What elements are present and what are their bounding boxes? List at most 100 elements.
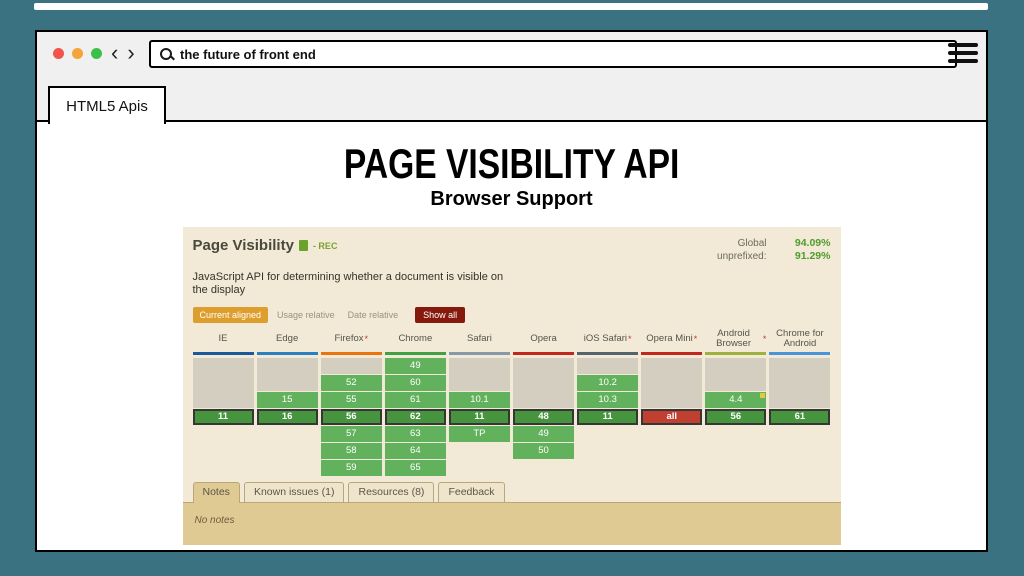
nav-arrows: ‹ ›	[111, 38, 135, 68]
browser-column: Opera Mini * all	[641, 328, 703, 476]
tab-feedback[interactable]: Feedback	[438, 482, 505, 503]
browser-column: Chrome for Android 61	[769, 328, 831, 476]
global-value: 94.09%	[794, 237, 831, 250]
browser-name-label: Safari	[467, 333, 492, 345]
browser-name-label: Chrome for Android	[776, 328, 824, 350]
version-cells: 61	[769, 358, 831, 476]
maximize-button[interactable]	[91, 48, 102, 59]
support-cell	[769, 460, 830, 476]
unprefixed-value: 91.29%	[794, 250, 831, 263]
support-cell: 59	[320, 460, 382, 477]
version-cells: 48 49 50	[512, 358, 575, 476]
browser-column: iOS Safari * 10.2 10.3 11	[577, 328, 639, 476]
version-cells: 49 60 61 62 63 64 65	[384, 358, 446, 477]
support-cell	[257, 460, 318, 476]
browser-brand-strip	[192, 352, 254, 356]
browser-column: Safari 10.1 11 TP	[448, 328, 510, 476]
caniuse-panel: Page Visibility - REC Global 94.09% unpr…	[182, 227, 841, 546]
support-cell: 64	[384, 443, 446, 460]
support-cell	[512, 358, 575, 409]
support-cell: 61	[384, 392, 446, 409]
slide-content: PAGE VISIBILITY API Browser Support Page…	[37, 122, 986, 550]
support-cell: 48	[512, 409, 575, 426]
support-cell	[577, 426, 638, 442]
browser-window: ‹ › the future of front end HTML5 Apis P…	[35, 30, 988, 552]
browser-column: Opera 48 49 50	[512, 328, 575, 476]
notes-text: No notes	[194, 515, 235, 527]
support-cell: 11	[448, 409, 510, 426]
show-all-button[interactable]: Show all	[415, 306, 466, 323]
support-cell: 62	[384, 409, 446, 426]
search-input[interactable]: the future of front end	[149, 40, 957, 68]
window-controls	[53, 48, 102, 59]
browser-chrome: ‹ › the future of front end HTML5 Apis	[37, 32, 986, 124]
support-cell: 4.4	[705, 392, 767, 409]
browser-column: IE 11	[192, 328, 254, 476]
caniuse-tabs: Notes Known issues (1) Resources (8) Fee…	[182, 482, 841, 504]
feature-description: JavaScript API for determining whether a…	[192, 271, 504, 297]
browser-brand-strip	[577, 352, 639, 356]
support-cell	[193, 426, 254, 442]
support-cell	[448, 358, 510, 392]
view-controls: Current aligned Usage relative Date rela…	[192, 306, 831, 323]
support-cell: 10.3	[577, 392, 639, 409]
close-button[interactable]	[53, 48, 64, 59]
support-cell	[192, 358, 254, 409]
browser-brand-strip	[320, 352, 382, 356]
tab-html5-apis[interactable]: HTML5 Apis	[48, 86, 166, 124]
page-subtitle: Browser Support	[430, 188, 593, 211]
support-cell	[256, 358, 318, 392]
search-icon	[160, 48, 172, 60]
current-aligned-button[interactable]: Current aligned	[192, 306, 269, 323]
note-asterisk: *	[762, 334, 767, 345]
support-cell	[449, 443, 510, 459]
support-cell	[320, 358, 382, 375]
browser-brand-strip	[641, 352, 703, 356]
support-cell: 56	[320, 409, 382, 426]
browser-brand-strip	[256, 352, 318, 356]
support-cell: TP	[448, 426, 510, 443]
tab-resources[interactable]: Resources (8)	[348, 482, 435, 503]
support-cell	[705, 358, 767, 392]
support-cell	[449, 460, 510, 476]
browser-brand-strip	[448, 352, 510, 356]
forward-button[interactable]: ›	[127, 40, 135, 65]
search-text: the future of front end	[180, 46, 316, 62]
global-label: Global	[737, 238, 767, 250]
support-cell: 11	[577, 409, 639, 426]
support-cell	[513, 460, 574, 476]
support-cell	[641, 460, 702, 476]
support-cell	[577, 358, 639, 375]
back-button[interactable]: ‹	[111, 40, 119, 65]
support-cell	[641, 443, 702, 459]
support-cell: 63	[384, 426, 446, 443]
version-cells: 11	[192, 358, 254, 476]
browser-column: Edge 15 16	[256, 328, 318, 476]
tab-label: HTML5 Apis	[66, 97, 148, 115]
usage-relative-button[interactable]: Usage relative	[277, 309, 335, 320]
support-cell: 49	[384, 358, 446, 375]
support-cell: 52	[320, 375, 382, 392]
support-grid: IE 11 Edge 15 16 Firefox * 52 55 56 57 58 59 Chrome 49…	[192, 328, 831, 477]
support-cell: 16	[256, 409, 318, 426]
caniuse-header: Page Visibility - REC Global 94.09% unpr…	[193, 237, 831, 263]
note-asterisk: *	[693, 334, 698, 345]
support-cell	[257, 443, 318, 459]
menu-icon[interactable]	[948, 43, 978, 67]
support-cell	[705, 443, 766, 459]
tab-notes[interactable]: Notes	[192, 482, 240, 504]
note-marker	[760, 393, 766, 399]
browser-brand-strip	[512, 352, 575, 356]
tab-known-issues[interactable]: Known issues (1)	[243, 482, 345, 503]
browser-name-label: iOS Safari *	[583, 333, 632, 345]
minimize-button[interactable]	[72, 48, 83, 59]
date-relative-button[interactable]: Date relative	[347, 309, 399, 320]
support-cell	[577, 443, 638, 459]
browser-name-label: Opera Mini *	[646, 333, 698, 345]
support-cell	[705, 460, 766, 476]
version-cells: 52 55 56 57 58 59	[320, 358, 382, 477]
support-cell	[193, 443, 254, 459]
support-cell: 60	[384, 375, 446, 392]
usage-stats: Global 94.09% unprefixed: 91.29%	[717, 237, 830, 263]
browser-column: Chrome 49 60 61 62 63 64 65	[384, 328, 446, 477]
